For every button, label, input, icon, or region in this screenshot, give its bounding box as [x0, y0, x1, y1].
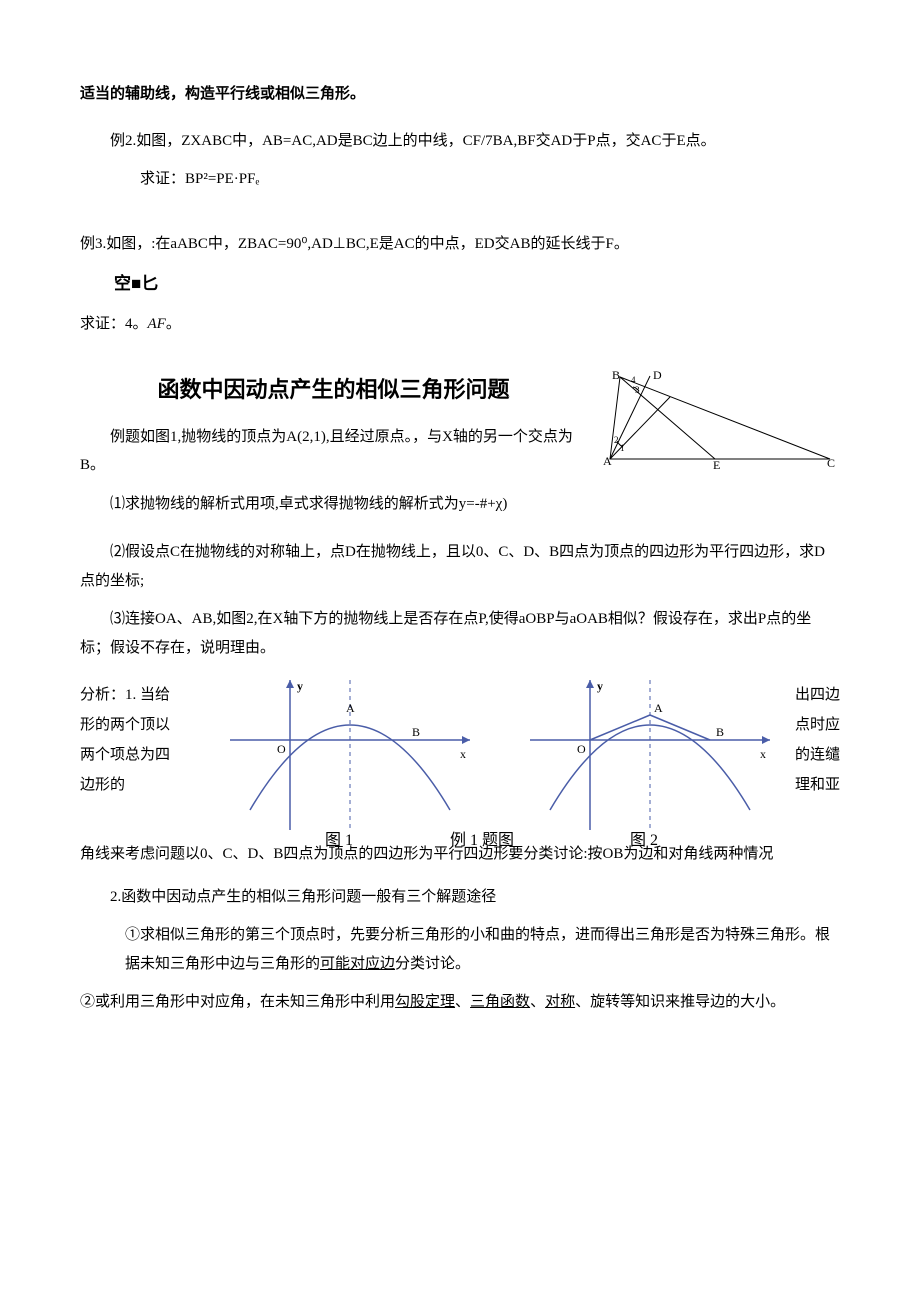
ana-l4-right: 理和亚: [760, 771, 840, 800]
item2-title: 2.函数中因动点产生的相似三角形问题一般有三个解题途径: [80, 883, 840, 912]
tri-label-C: C: [827, 456, 835, 469]
item2-sub1-a: ①求相似三角形的第三个顶点时，先要分析三角形的小和曲的特点，进而得出三角形是否为…: [125, 927, 830, 972]
analysis-wrapped-text: 分析：1. 当给 出四边 形的两个顶以 点时应 两个项总为四 的连缱 边形的 理…: [80, 680, 840, 830]
ana-l2-left: 形的两个顶以: [80, 711, 210, 740]
fig-center-label: 例 1 题图: [450, 831, 514, 849]
tri-label-B: B: [612, 369, 620, 382]
ex3-pre: 求证：4。: [80, 316, 148, 332]
aux-line-heading: 适当的辅助线，构造平行线或相似三角形。: [80, 80, 840, 109]
example2-line1: 例2.如图，ZXABC中，AB=AC,AD是BC边上的中线，CF/7BA,BF交…: [80, 127, 840, 156]
item2-sub2: ②或利用三角形中对应角，在未知三角形中利用勾股定理、三角函数、对称、旋转等知识来…: [80, 988, 840, 1017]
ana-l3-left: 两个项总为四: [80, 741, 210, 770]
ana-l3-right: 的连缱: [760, 741, 840, 770]
svg-text:1: 1: [620, 443, 625, 453]
ana-l1-right: 出四边: [760, 681, 840, 710]
problem-q3: ⑶连接OA、AB,如图2,在X轴下方的抛物线上是否存在点P,使得aOBP与aOA…: [80, 605, 840, 662]
ex3-post: 。: [166, 316, 181, 332]
example3-line1: 例3.如图，:在aABC中，ZBAC=90⁰,AD⊥BC,E是AC的中点，ED交…: [80, 230, 840, 259]
tri-label-E: E: [713, 458, 720, 469]
tri-label-D: D: [653, 369, 662, 382]
item2-sub2-u2: 三角函数: [470, 994, 530, 1010]
item2-sub1-u: 可能对应边: [320, 956, 395, 972]
example3-conclusion: 求证：4。AF。: [80, 310, 840, 339]
ana-l4-left: 边形的: [80, 771, 210, 800]
item2-sub2-a: ②或利用三角形中对应角，在未知三角形中利用: [80, 994, 395, 1010]
problem-q1: ⑴求抛物线的解析式用项,卓式求得抛物线的解析式为y=-#+χ): [80, 490, 840, 519]
svg-text:3: 3: [635, 385, 640, 395]
ana-l2-right: 点时应: [760, 711, 840, 740]
example2-line2: 求证：BP²=PE·PFₑ: [110, 165, 840, 194]
item2-sub2-u1: 勾股定理: [395, 994, 455, 1010]
svg-text:4: 4: [631, 375, 636, 385]
item2-sub2-b: 、旋转等知识来推导边的大小。: [575, 994, 785, 1010]
tri-label-A: A: [603, 454, 612, 468]
fig2-label: 图 2: [630, 832, 658, 849]
problem-q2: ⑵假设点C在抛物线的对称轴上，点D在抛物线上，且以0、C、D、B四点为顶点的四边…: [80, 538, 840, 595]
ex3-emph: AF: [148, 316, 166, 332]
ana-l1-left: 分析：1. 当给: [80, 681, 210, 710]
example3-boxed: 空■匕: [114, 268, 840, 300]
item2-sub2-u3: 对称: [545, 994, 575, 1010]
item2-sub1-b: 分类讨论。: [395, 956, 470, 972]
svg-text:2: 2: [614, 435, 619, 445]
item2-sub1: ①求相似三角形的第三个顶点时，先要分析三角形的小和曲的特点，进而得出三角形是否为…: [125, 921, 840, 978]
figure-row: O A B x y 图 1 例 1 题图: [80, 680, 840, 830]
sep2: 、: [530, 994, 545, 1010]
fig1-label: 图 1: [325, 832, 353, 849]
triangle-diagram: A B C D E 1 2 3 4: [595, 369, 840, 480]
sep1: 、: [455, 994, 470, 1010]
